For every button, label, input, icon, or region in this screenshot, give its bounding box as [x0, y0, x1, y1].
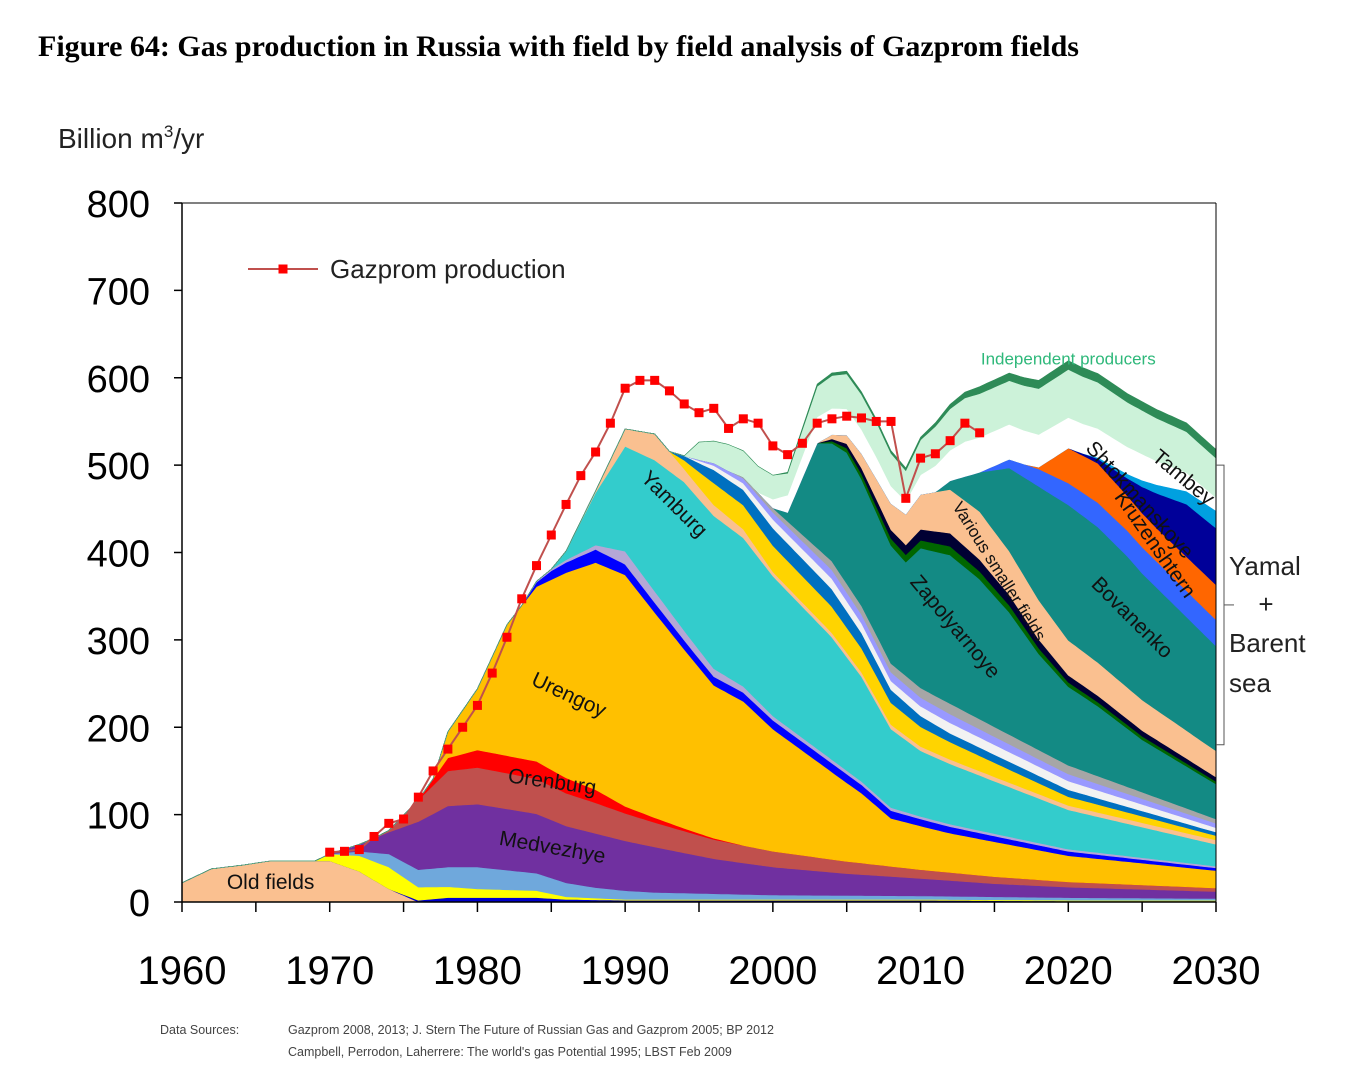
region-label-line: Barent: [1229, 628, 1306, 658]
gazprom-point: [930, 449, 940, 459]
legend-marker-swatch: [278, 264, 288, 274]
y-tick-label: 0: [129, 883, 150, 925]
gazprom-point: [679, 399, 689, 409]
x-tick-label: 1980: [433, 949, 522, 993]
gazprom-point: [797, 438, 807, 448]
x-tick-label: 1970: [285, 949, 374, 993]
gazprom-point: [901, 493, 911, 503]
region-bracket: [1216, 464, 1225, 746]
gazprom-point: [709, 403, 719, 413]
gazprom-point: [605, 418, 615, 428]
gazprom-point: [428, 766, 438, 776]
x-tick-label: 2030: [1172, 949, 1261, 993]
gazprom-point: [591, 447, 601, 457]
gazprom-point: [325, 847, 335, 857]
legend: Gazprom production: [248, 254, 566, 284]
gas-production-chart: 0 100 200 300 400 500 600 700 800 1960 1970 1980 199…: [58, 122, 1306, 993]
gazprom-point: [724, 423, 734, 433]
gazprom-point: [975, 428, 985, 438]
gazprom-point: [384, 818, 394, 828]
gazprom-point: [369, 831, 379, 841]
x-tick-label: 2020: [1024, 949, 1113, 993]
gazprom-point: [856, 413, 866, 423]
gazprom-point: [620, 383, 630, 393]
gazprom-point: [487, 668, 497, 678]
gazprom-point: [916, 453, 926, 463]
gazprom-point: [694, 408, 704, 418]
region-label-line: sea: [1229, 668, 1271, 698]
gazprom-point: [635, 375, 645, 385]
gazprom-point: [842, 411, 852, 421]
gazprom-point: [561, 499, 571, 509]
gazprom-point: [502, 632, 512, 642]
label-independent-producers: Independent producers: [981, 350, 1156, 369]
gazprom-point: [354, 845, 364, 855]
gazprom-production-line: [325, 375, 985, 857]
data-sources-line-2: Campbell, Perrodon, Laherrere: The world…: [288, 1045, 732, 1059]
region-label-line: Yamal: [1229, 551, 1301, 581]
gazprom-point: [413, 792, 423, 802]
gazprom-point: [886, 416, 896, 426]
gazprom-point: [546, 530, 556, 540]
gazprom-point: [458, 722, 468, 732]
data-sources-label: Data Sources:: [160, 1023, 240, 1037]
gazprom-point: [783, 450, 793, 460]
gazprom-point: [945, 436, 955, 446]
legend-label-gazprom-production: Gazprom production: [330, 254, 566, 284]
gazprom-point: [650, 375, 660, 385]
gazprom-point: [738, 414, 748, 424]
y-tick-label: 300: [87, 621, 150, 663]
x-tick-label: 2010: [876, 949, 965, 993]
gazprom-point: [960, 418, 970, 428]
y-axis-label: Billion m3/yr: [58, 122, 204, 154]
region-label-line: +: [1258, 589, 1273, 619]
y-tick-label: 800: [87, 184, 150, 226]
gazprom-point: [472, 700, 482, 710]
gazprom-point: [812, 418, 822, 428]
label-old-fields: Old fields: [227, 871, 315, 894]
gazprom-point: [443, 744, 453, 754]
gazprom-point: [339, 846, 349, 856]
gazprom-point: [871, 416, 881, 426]
y-tick-label: 700: [87, 271, 150, 313]
y-tick-label: 400: [87, 534, 150, 576]
y-tick-label: 200: [87, 708, 150, 750]
y-tick-label: 600: [87, 359, 150, 401]
gazprom-point: [827, 414, 837, 424]
gazprom-point: [399, 814, 409, 824]
x-tick-label: 1990: [581, 949, 670, 993]
gazprom-point: [576, 471, 586, 481]
data-sources-line-1: Gazprom 2008, 2013; J. Stern The Future …: [288, 1023, 774, 1037]
gazprom-point: [664, 386, 674, 396]
gazprom-point: [753, 418, 763, 428]
yamal-barents-bracket: Yamal + Barent sea: [1216, 464, 1306, 746]
gazprom-point: [768, 441, 778, 451]
y-tick-label: 500: [87, 446, 150, 488]
axes: 0 100 200 300 400 500 600 700 800 1960 1970 1980 199…: [58, 122, 1260, 993]
gazprom-point: [517, 594, 527, 604]
x-tick-label: 1960: [138, 949, 227, 993]
y-tick-label: 100: [87, 796, 150, 838]
x-tick-label: 2000: [728, 949, 817, 993]
figure-title: Figure 64: Gas production in Russia with…: [38, 30, 1079, 63]
gazprom-point: [532, 561, 542, 571]
stacked-areas: [181, 360, 1217, 903]
